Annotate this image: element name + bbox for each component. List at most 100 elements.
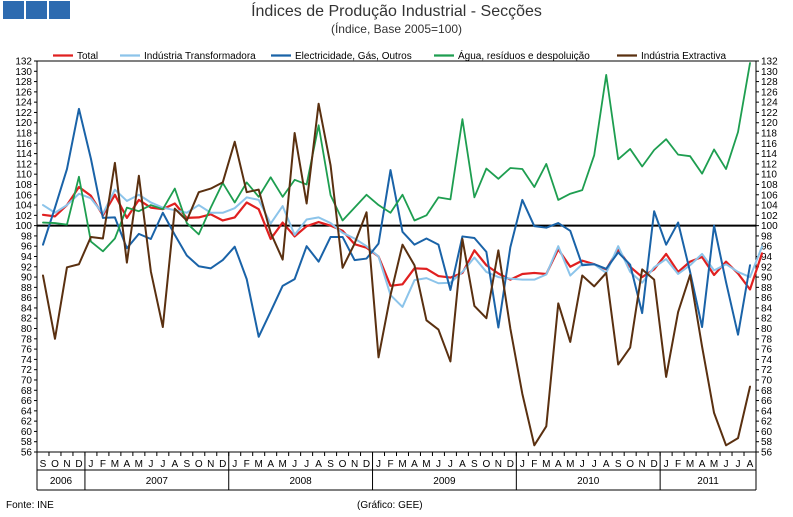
y-tick-label-left: 70 bbox=[21, 375, 33, 386]
month-label: O bbox=[339, 459, 347, 470]
chart-subtitle: (Índice, Base 2005=100) bbox=[330, 22, 463, 36]
y-tick-label-right: 84 bbox=[761, 303, 773, 314]
y-tick-label-right: 126 bbox=[761, 87, 778, 98]
month-label: F bbox=[387, 459, 393, 470]
y-tick-label-right: 72 bbox=[761, 365, 773, 376]
y-tick-label-right: 116 bbox=[761, 139, 777, 150]
y-tick-label-right: 62 bbox=[761, 417, 773, 428]
series-line-3 bbox=[41, 107, 752, 338]
y-tick-label-right: 130 bbox=[761, 67, 778, 78]
logo-block-3 bbox=[49, 1, 70, 19]
month-label: A bbox=[603, 459, 610, 470]
month-label: F bbox=[675, 459, 681, 470]
y-tick-label-right: 122 bbox=[761, 108, 778, 119]
y-tick-label-left: 98 bbox=[21, 231, 33, 242]
month-label: D bbox=[75, 459, 82, 470]
y-tick-label-right: 70 bbox=[761, 375, 773, 386]
year-label: 2007 bbox=[146, 476, 169, 487]
legend-label-4: Água, resíduos e despoluição bbox=[458, 49, 590, 62]
month-label: N bbox=[63, 459, 70, 470]
y-tick-label-right: 58 bbox=[761, 437, 773, 448]
month-label: J bbox=[88, 459, 93, 470]
y-tick-label-left: 114 bbox=[16, 149, 32, 160]
y-tick-label-left: 96 bbox=[21, 242, 33, 253]
month-label: J bbox=[580, 459, 585, 470]
month-label: F bbox=[100, 459, 106, 470]
month-label: J bbox=[736, 459, 741, 470]
y-tick-label-left: 104 bbox=[15, 201, 32, 212]
month-label: J bbox=[148, 459, 153, 470]
y-tick-label-left: 86 bbox=[21, 293, 33, 304]
month-label: A bbox=[315, 459, 322, 470]
y-tick-label-right: 76 bbox=[761, 345, 773, 356]
year-label: 2009 bbox=[433, 476, 456, 487]
y-tick-label-left: 92 bbox=[21, 262, 33, 273]
month-label: S bbox=[183, 459, 190, 470]
y-tick-label-left: 112 bbox=[16, 159, 32, 170]
y-tick-label-right: 98 bbox=[761, 231, 773, 242]
legend-label-2: Indústria Transformadora bbox=[144, 51, 256, 62]
y-tick-label-left: 78 bbox=[21, 334, 33, 345]
y-tick-label-right: 104 bbox=[761, 201, 778, 212]
y-tick-label-left: 132 bbox=[15, 57, 32, 68]
y-tick-label-left: 94 bbox=[21, 252, 33, 263]
month-label: O bbox=[482, 459, 490, 470]
y-tick-label-right: 100 bbox=[761, 221, 778, 232]
month-label: D bbox=[651, 459, 658, 470]
month-label: D bbox=[507, 459, 514, 470]
y-tick-label-left: 80 bbox=[21, 324, 33, 335]
y-tick-label-left: 100 bbox=[15, 221, 32, 232]
y-tick-label-left: 90 bbox=[21, 273, 33, 284]
y-tick-label-left: 108 bbox=[15, 180, 32, 191]
y-tick-label-right: 120 bbox=[761, 118, 778, 129]
year-label: 2006 bbox=[50, 476, 73, 487]
y-tick-label-right: 88 bbox=[761, 283, 773, 294]
month-label: N bbox=[495, 459, 502, 470]
month-label: A bbox=[747, 459, 754, 470]
y-tick-label-left: 106 bbox=[15, 190, 32, 201]
month-label: M bbox=[278, 459, 286, 470]
month-label: J bbox=[160, 459, 165, 470]
month-label: M bbox=[135, 459, 143, 470]
y-tick-label-right: 124 bbox=[761, 98, 778, 109]
y-tick-label-right: 56 bbox=[761, 448, 773, 459]
y-tick-label-left: 58 bbox=[21, 437, 33, 448]
y-tick-label-right: 82 bbox=[761, 314, 773, 325]
y-tick-label-right: 68 bbox=[761, 386, 773, 397]
y-tick-label-right: 110 bbox=[761, 170, 777, 181]
legend-label-1: Total bbox=[77, 51, 98, 62]
month-label: N bbox=[207, 459, 214, 470]
y-tick-label-right: 86 bbox=[761, 293, 773, 304]
y-tick-label-right: 74 bbox=[761, 355, 773, 366]
year-label: 2011 bbox=[697, 476, 719, 487]
month-label: O bbox=[51, 459, 59, 470]
y-tick-label-left: 60 bbox=[21, 427, 33, 438]
y-tick-label-left: 102 bbox=[15, 211, 32, 222]
y-tick-label-left: 124 bbox=[15, 98, 32, 109]
month-label: J bbox=[448, 459, 453, 470]
month-label: J bbox=[292, 459, 297, 470]
y-tick-label-right: 118 bbox=[761, 129, 777, 140]
y-tick-label-left: 62 bbox=[21, 417, 33, 428]
y-tick-label-left: 122 bbox=[15, 108, 32, 119]
month-label: F bbox=[531, 459, 537, 470]
month-label: A bbox=[555, 459, 562, 470]
month-label: A bbox=[267, 459, 274, 470]
y-tick-label-right: 128 bbox=[761, 77, 778, 88]
y-tick-label-left: 76 bbox=[21, 345, 33, 356]
month-label: A bbox=[124, 459, 131, 470]
month-label: J bbox=[436, 459, 441, 470]
month-label: J bbox=[664, 459, 669, 470]
month-label: S bbox=[615, 459, 622, 470]
y-tick-label-left: 88 bbox=[21, 283, 33, 294]
y-tick-label-left: 118 bbox=[16, 129, 32, 140]
month-label: D bbox=[219, 459, 226, 470]
y-tick-label-right: 78 bbox=[761, 334, 773, 345]
y-tick-label-left: 126 bbox=[15, 87, 32, 98]
month-label: N bbox=[351, 459, 358, 470]
y-tick-label-right: 114 bbox=[761, 149, 777, 160]
y-tick-label-left: 64 bbox=[21, 406, 33, 417]
y-tick-label-right: 64 bbox=[761, 406, 773, 417]
y-tick-label-right: 80 bbox=[761, 324, 773, 335]
month-label: O bbox=[626, 459, 634, 470]
